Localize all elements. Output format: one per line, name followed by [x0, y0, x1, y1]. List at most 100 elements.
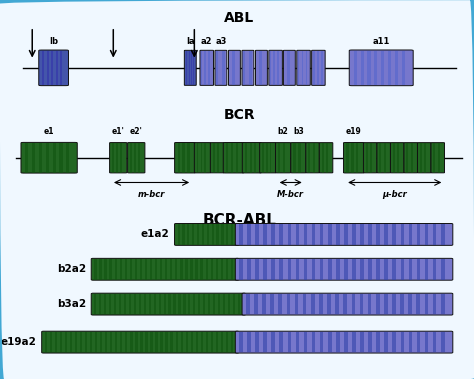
FancyBboxPatch shape: [364, 143, 377, 173]
Bar: [250, 50, 251, 85]
Bar: [286, 294, 290, 315]
Bar: [100, 332, 102, 352]
Bar: [201, 50, 202, 85]
Bar: [245, 143, 247, 172]
Bar: [296, 332, 299, 352]
Bar: [154, 294, 156, 315]
Bar: [262, 143, 264, 172]
Bar: [401, 224, 404, 245]
Bar: [173, 294, 176, 315]
Bar: [352, 259, 356, 280]
Bar: [139, 294, 141, 315]
Bar: [50, 332, 52, 352]
Bar: [175, 259, 177, 280]
Text: ABL: ABL: [224, 11, 255, 25]
Bar: [65, 332, 67, 352]
Bar: [365, 143, 368, 172]
Bar: [352, 332, 356, 352]
FancyBboxPatch shape: [109, 143, 127, 173]
Bar: [119, 259, 122, 280]
Bar: [288, 332, 291, 352]
Text: m-bcr: m-bcr: [138, 190, 165, 199]
Bar: [145, 259, 147, 280]
Bar: [425, 259, 428, 280]
FancyBboxPatch shape: [242, 50, 254, 85]
Bar: [135, 332, 137, 352]
Bar: [125, 259, 127, 280]
Bar: [395, 50, 398, 85]
Bar: [212, 143, 215, 172]
Bar: [185, 332, 188, 352]
Text: e19: e19: [346, 127, 362, 136]
Bar: [60, 50, 63, 85]
Bar: [115, 259, 117, 280]
Bar: [175, 332, 178, 352]
Bar: [328, 224, 331, 245]
Bar: [441, 294, 445, 315]
Bar: [321, 50, 322, 85]
Bar: [239, 259, 243, 280]
Bar: [221, 332, 223, 352]
Bar: [376, 332, 380, 352]
Bar: [55, 332, 57, 352]
Bar: [313, 50, 314, 85]
Bar: [171, 332, 173, 352]
Bar: [168, 294, 171, 315]
Text: BCR: BCR: [224, 108, 255, 122]
Bar: [433, 259, 437, 280]
Bar: [191, 259, 192, 280]
Bar: [104, 259, 107, 280]
Bar: [409, 224, 412, 245]
Bar: [222, 50, 223, 85]
Bar: [360, 294, 363, 315]
Bar: [296, 224, 299, 245]
Bar: [352, 294, 355, 315]
Bar: [287, 50, 288, 85]
Bar: [138, 143, 140, 172]
Bar: [264, 259, 267, 280]
FancyBboxPatch shape: [223, 143, 244, 173]
Bar: [226, 332, 228, 352]
Bar: [361, 50, 364, 85]
Bar: [376, 294, 380, 315]
Bar: [193, 294, 195, 315]
Bar: [181, 332, 183, 352]
Bar: [298, 50, 299, 85]
Bar: [224, 50, 225, 85]
Bar: [160, 259, 162, 280]
FancyBboxPatch shape: [260, 143, 276, 173]
Bar: [296, 259, 299, 280]
Bar: [374, 50, 377, 85]
Bar: [306, 50, 307, 85]
Bar: [80, 332, 82, 352]
Bar: [259, 50, 260, 85]
FancyBboxPatch shape: [194, 143, 210, 173]
Bar: [328, 259, 331, 280]
FancyBboxPatch shape: [255, 50, 267, 85]
Bar: [336, 332, 340, 352]
FancyBboxPatch shape: [174, 224, 239, 245]
Bar: [150, 332, 153, 352]
Bar: [155, 332, 158, 352]
Bar: [270, 50, 271, 85]
Bar: [149, 294, 151, 315]
FancyBboxPatch shape: [283, 50, 295, 85]
Bar: [231, 332, 233, 352]
Bar: [254, 294, 258, 315]
Bar: [45, 332, 47, 352]
Bar: [110, 332, 112, 352]
Bar: [109, 294, 111, 315]
Bar: [433, 224, 437, 245]
Bar: [288, 224, 291, 245]
Bar: [94, 294, 97, 315]
Bar: [346, 143, 348, 172]
Bar: [317, 50, 318, 85]
Bar: [312, 332, 315, 352]
FancyBboxPatch shape: [306, 143, 319, 173]
Bar: [32, 143, 35, 172]
Bar: [213, 294, 215, 315]
Bar: [226, 259, 228, 280]
Bar: [354, 50, 357, 85]
Bar: [170, 259, 173, 280]
FancyBboxPatch shape: [235, 258, 453, 280]
